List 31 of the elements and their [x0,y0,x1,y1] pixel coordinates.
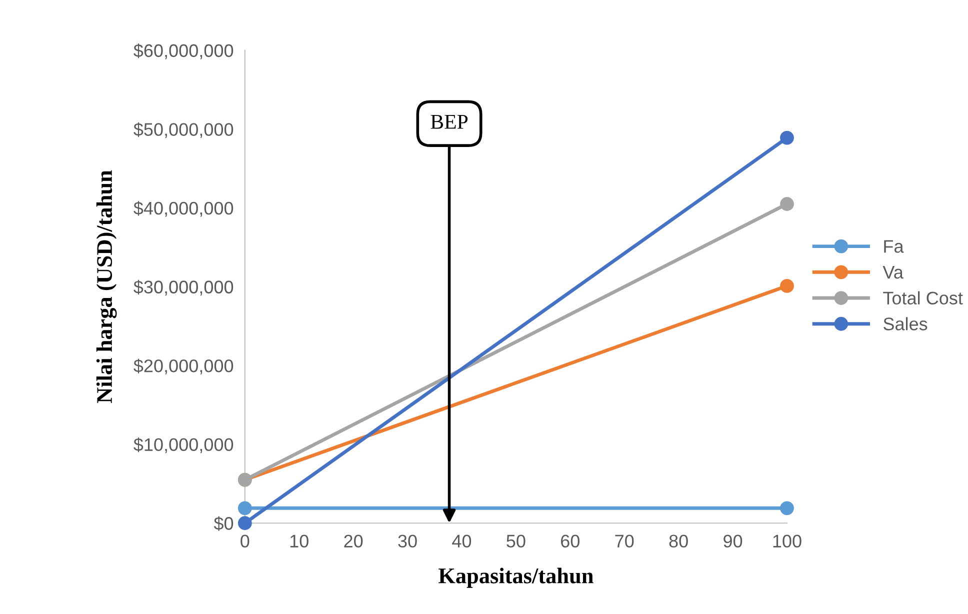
y-tick-label: $10,000,000 [134,438,234,454]
point [780,279,794,293]
x-tick-label: 60 [561,534,580,548]
y-tick-label: $50,000,000 [134,122,234,138]
point [780,501,794,516]
x-tick-label: 30 [398,534,417,548]
x-tick-label: 40 [452,534,472,548]
x-tick-label: 0 [240,534,250,548]
legend-label: Fa [884,240,904,253]
y-tick-label: $60,000,000 [134,44,234,60]
x-tick-label: 50 [506,534,526,548]
legend-label: Total Cost [883,291,963,305]
x-tick-label: 70 [615,534,634,548]
y-tick-label: $30,000,000 [134,280,234,296]
point [780,130,794,145]
point [238,501,252,516]
y-axis-title: Nilai harga (USD)/tahun [96,170,117,403]
legend-label: Sales [884,317,928,330]
legend-label: Va [882,266,904,279]
y-tick-label: $40,000,000 [134,201,234,217]
x-tick-label: 100 [773,534,802,548]
point [238,516,252,530]
x-tick-label: 10 [290,534,308,548]
y-tick-label: $20,000,000 [134,358,234,374]
y-tick-label: $0 [214,516,234,531]
point [780,197,794,211]
x-tick-label: 90 [724,534,742,548]
x-tick-label: 20 [344,534,363,548]
annotation: BEP [430,114,468,129]
x-axis-title: Kapasitas/tahun [438,568,594,588]
x-tick-label: 80 [669,534,688,548]
